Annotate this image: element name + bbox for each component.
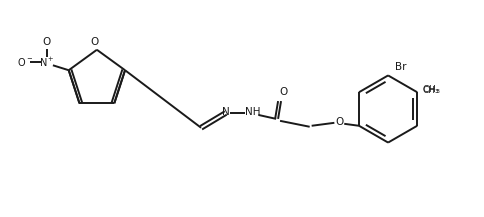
Text: O$^-$: O$^-$	[17, 56, 33, 68]
Text: O: O	[43, 37, 51, 47]
Text: O: O	[335, 117, 344, 127]
Text: Br: Br	[395, 62, 407, 72]
Text: O: O	[91, 37, 99, 47]
Text: N: N	[222, 107, 229, 117]
Text: O: O	[279, 87, 287, 97]
Text: CH$_3$: CH$_3$	[422, 84, 441, 97]
Text: NH: NH	[245, 107, 260, 117]
Text: CH₃: CH₃	[422, 86, 439, 95]
Text: N$^+$: N$^+$	[39, 56, 55, 69]
